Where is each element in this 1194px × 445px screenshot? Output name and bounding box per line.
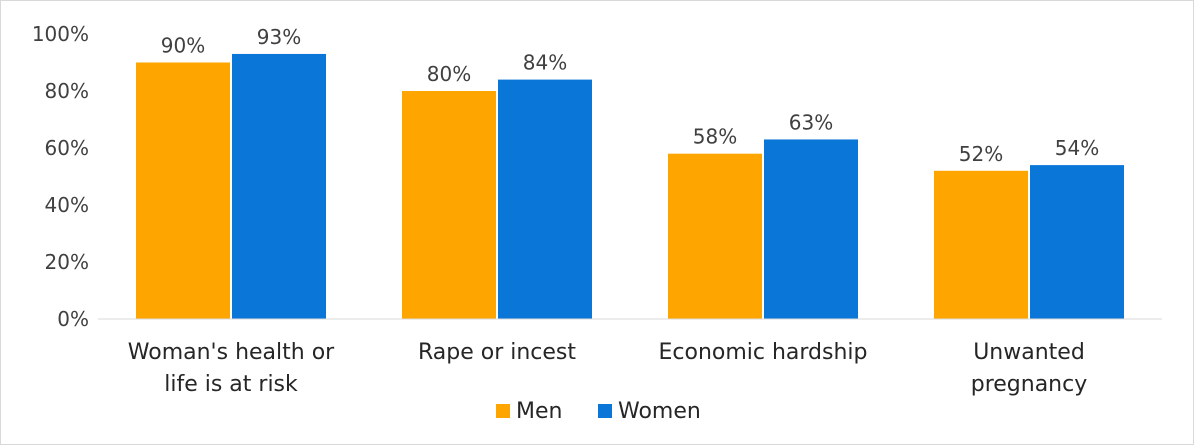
x-tick-label: pregnancy (971, 372, 1088, 397)
y-tick-label: 0% (57, 307, 89, 331)
data-label: 58% (693, 125, 737, 149)
data-label: 80% (427, 62, 471, 86)
bar-women-4 (1030, 165, 1124, 319)
bar-men-4 (934, 170, 1028, 319)
y-tick-label: 80% (45, 79, 89, 103)
x-tick-label: Rape or incest (418, 340, 576, 365)
legend-label-men: Men (516, 399, 562, 424)
x-tick-label: Unwanted (973, 340, 1085, 365)
bar-men-2 (402, 91, 496, 319)
x-tick-label: life is at risk (164, 372, 298, 397)
data-label: 93% (257, 25, 301, 49)
y-tick-label: 60% (45, 136, 89, 160)
bar-men-3 (668, 153, 762, 319)
y-tick-label: 100% (32, 22, 89, 46)
legend-swatch-men (496, 404, 510, 418)
bar-women-1 (232, 53, 326, 319)
bar-women-2 (498, 79, 592, 319)
y-tick-label: 20% (45, 250, 89, 274)
bar-men-1 (136, 62, 230, 319)
data-label: 90% (161, 34, 205, 58)
data-label: 54% (1055, 136, 1099, 160)
legend-label-women: Women (618, 399, 701, 424)
legend-swatch-women (598, 404, 612, 418)
data-label: 52% (959, 142, 1003, 166)
data-label: 84% (523, 51, 567, 75)
x-tick-label: Woman's health or (128, 340, 335, 365)
y-tick-label: 40% (45, 193, 89, 217)
x-tick-label: Economic hardship (658, 340, 867, 365)
bar-women-3 (764, 139, 858, 319)
data-label: 63% (789, 110, 833, 134)
